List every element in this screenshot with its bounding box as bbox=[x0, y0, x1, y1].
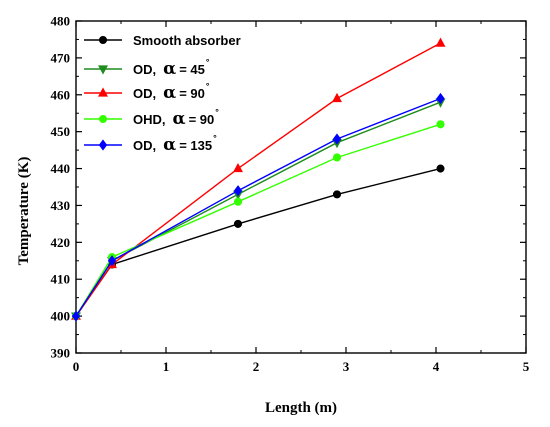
data-point bbox=[233, 162, 243, 173]
data-point bbox=[332, 92, 342, 103]
x-tick-label: 5 bbox=[523, 359, 530, 374]
data-point bbox=[71, 310, 81, 322]
y-tick-label: 480 bbox=[51, 14, 71, 29]
series-4 bbox=[71, 120, 445, 321]
data-point bbox=[332, 153, 342, 162]
legend-label: OHD, α = 90° bbox=[133, 107, 219, 129]
data-point bbox=[436, 92, 445, 105]
data-point bbox=[332, 190, 342, 199]
x-tick-label: 0 bbox=[73, 359, 80, 374]
y-tick-label: 460 bbox=[51, 87, 71, 102]
series-line bbox=[75, 101, 441, 317]
y-axis-title: Temperature (K) bbox=[16, 157, 32, 266]
data-point bbox=[98, 139, 108, 151]
chart-legend: Smooth absorber OD, α = 45°OD, α = 90° OHD, α = … bbox=[84, 33, 241, 155]
legend-item: OHD, α = 90° bbox=[84, 107, 219, 129]
data-point bbox=[332, 133, 342, 145]
y-tick-label: 420 bbox=[51, 235, 71, 250]
legend-item: OD, α = 135° bbox=[84, 133, 217, 155]
data-point bbox=[233, 185, 243, 197]
chart-axes: 0 1 2 3 4 5 390 400 410 420 430 440 450 460 470 480 bbox=[51, 14, 530, 375]
data-point bbox=[98, 65, 108, 75]
y-tick-label: 470 bbox=[51, 50, 71, 65]
series-5 bbox=[71, 92, 445, 322]
series-line bbox=[75, 97, 441, 317]
legend-item: OD, α = 45° bbox=[84, 57, 210, 79]
legend-label: Smooth absorber bbox=[133, 33, 241, 48]
legend-label: OD, α = 135° bbox=[133, 133, 217, 155]
data-point bbox=[435, 37, 446, 47]
legend-label: OD, α = 45° bbox=[133, 57, 210, 79]
x-tick-label: 2 bbox=[253, 359, 260, 374]
data-point bbox=[98, 35, 108, 45]
data-point bbox=[233, 197, 243, 206]
legend-item: OD, α = 90° bbox=[84, 81, 210, 103]
y-tick-label: 410 bbox=[51, 272, 71, 287]
data-point bbox=[233, 219, 243, 228]
legend-item: Smooth absorber bbox=[84, 33, 241, 48]
series-line bbox=[75, 167, 441, 317]
x-tick-label: 3 bbox=[343, 359, 350, 374]
legend-label: OD, α = 90° bbox=[133, 81, 210, 103]
chart-series-layer bbox=[71, 37, 446, 322]
series-line bbox=[75, 123, 441, 317]
data-point bbox=[436, 164, 445, 173]
y-tick-label: 390 bbox=[51, 346, 71, 361]
y-tick-label: 400 bbox=[51, 309, 71, 324]
series-2 bbox=[71, 98, 446, 322]
data-point bbox=[98, 87, 108, 97]
series-1 bbox=[71, 164, 445, 321]
x-tick-label: 1 bbox=[163, 359, 170, 374]
x-tick-label: 4 bbox=[433, 359, 440, 374]
y-tick-label: 430 bbox=[51, 198, 71, 213]
data-point bbox=[107, 255, 117, 267]
x-axis-title: Length (m) bbox=[265, 400, 337, 416]
y-tick-label: 450 bbox=[51, 124, 71, 139]
series-3 bbox=[71, 37, 446, 320]
data-point bbox=[98, 114, 108, 124]
y-tick-label: 440 bbox=[51, 161, 71, 176]
data-point bbox=[436, 120, 445, 129]
